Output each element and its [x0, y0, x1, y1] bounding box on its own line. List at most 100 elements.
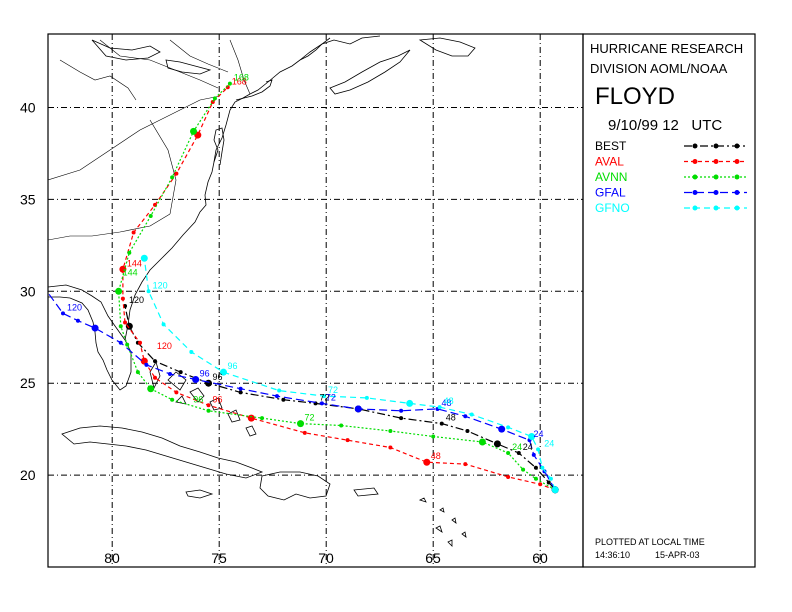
track-point-gfno [506, 425, 511, 430]
track-point-aval [206, 403, 211, 408]
track-point-gfno [189, 349, 194, 354]
x-tick-label: 75 [211, 550, 227, 566]
forecast-tracks [40, 81, 559, 494]
legend-marker [692, 205, 698, 211]
footer-date: 15-APR-03 [655, 550, 700, 560]
track-point-avnn [148, 213, 153, 218]
track-point-gfal [399, 408, 404, 413]
track-point-best [125, 322, 133, 330]
track-point-avnn [206, 408, 211, 413]
track-point-best [153, 359, 157, 364]
track-hour-label: 24 [512, 442, 522, 452]
legend-marker [713, 159, 719, 164]
track-point-aval [174, 171, 179, 176]
track-point-gfal [463, 414, 468, 419]
track-point-aval [153, 375, 157, 380]
track-point-gfal [75, 318, 80, 323]
coastline-outlines [48, 35, 476, 547]
track-point-gfno [364, 395, 369, 400]
track-point-avnn [297, 420, 305, 428]
track-point-gfno [536, 447, 541, 452]
track-point-aval [388, 445, 393, 450]
legend-marker [713, 143, 719, 149]
track-point-best [533, 465, 538, 470]
track-point-aval [174, 390, 179, 395]
legend-label-best: BEST [595, 139, 627, 153]
track-point-gfal [144, 362, 149, 367]
track-point-gfal [40, 282, 44, 286]
track-point-gfal [531, 452, 536, 457]
track-point-avnn [533, 476, 538, 481]
footer-time: 14:36:10 [595, 550, 630, 560]
track-hour-label: 72 [320, 392, 330, 402]
x-tick-label: 60 [532, 550, 548, 566]
track-point-avnn [135, 370, 140, 375]
x-tick-label: 70 [318, 550, 334, 566]
track-line-avnn [117, 83, 556, 491]
track-point-avnn [260, 416, 264, 421]
track-point-gfno [219, 368, 227, 376]
track-point-aval [120, 296, 125, 301]
track-point-aval [345, 438, 350, 443]
track-point-best [205, 379, 212, 387]
track-point-gfno [277, 388, 282, 393]
track-hour-label: 120 [129, 295, 144, 305]
track-point-gfno [140, 254, 148, 262]
legend-marker [692, 159, 698, 164]
track-point-avnn [127, 250, 132, 255]
track-point-gfno [469, 412, 474, 417]
track-point-aval [123, 320, 128, 325]
track-point-avnn [147, 385, 155, 393]
track-point-gfal [319, 401, 324, 406]
init-time: 9/10/99 12 UTC [608, 117, 722, 134]
org-line-1: HURRICANE RESEARCH [590, 41, 743, 56]
track-point-gfal [91, 324, 99, 332]
track-point-aval [463, 462, 468, 467]
track-point-aval [423, 458, 431, 466]
track-point-best [439, 421, 444, 426]
legend-label-aval: AVAL [595, 155, 624, 169]
track-point-aval [131, 230, 136, 235]
track-point-gfno [146, 289, 151, 294]
track-point-avnn [115, 287, 123, 295]
track-point-gfal [167, 372, 172, 377]
track-hour-label: 96 [227, 361, 237, 371]
track-point-best [465, 428, 470, 433]
legend-marker [692, 143, 698, 149]
track-point-best [178, 370, 183, 375]
track-point-avnn [478, 438, 486, 446]
track-point-gfal [274, 394, 279, 399]
track-hour-label: 72 [305, 413, 315, 423]
track-point-best [546, 480, 551, 485]
track-point-gfal [60, 311, 65, 316]
track-point-best [399, 416, 404, 421]
track-hour-label: 144 [123, 267, 138, 277]
track-hour-label: 120 [157, 341, 172, 351]
track-hour-label: 48 [431, 451, 441, 461]
track-hour-labels: 2448729612048961201441682472961441682448… [67, 73, 554, 462]
track-hour-label: 24 [534, 429, 544, 439]
track-point-gfal [192, 376, 200, 384]
legend-marker [713, 174, 719, 180]
track-hour-label: 120 [153, 280, 168, 290]
track-point-avnn [506, 451, 511, 456]
track-point-avnn [431, 434, 436, 439]
legend-marker [734, 159, 740, 164]
track-point-aval [302, 430, 307, 435]
track-hour-label: 24 [544, 438, 554, 448]
track-point-avnn [227, 81, 232, 86]
track-point-best [493, 440, 501, 448]
legend-marker [734, 143, 740, 149]
y-tick-label: 40 [20, 100, 36, 116]
footer-note: PLOTTED AT LOCAL TIME [595, 537, 705, 547]
track-point-aval [138, 340, 143, 345]
track-hour-label: 144 [127, 258, 142, 268]
track-point-avnn [170, 397, 175, 402]
track-point-gfno [528, 433, 536, 441]
track-point-avnn [118, 324, 123, 329]
legend-marker [713, 190, 719, 195]
x-tick-label: 80 [104, 550, 120, 566]
track-point-gfno [437, 405, 442, 410]
track-point-gfal [118, 340, 123, 345]
